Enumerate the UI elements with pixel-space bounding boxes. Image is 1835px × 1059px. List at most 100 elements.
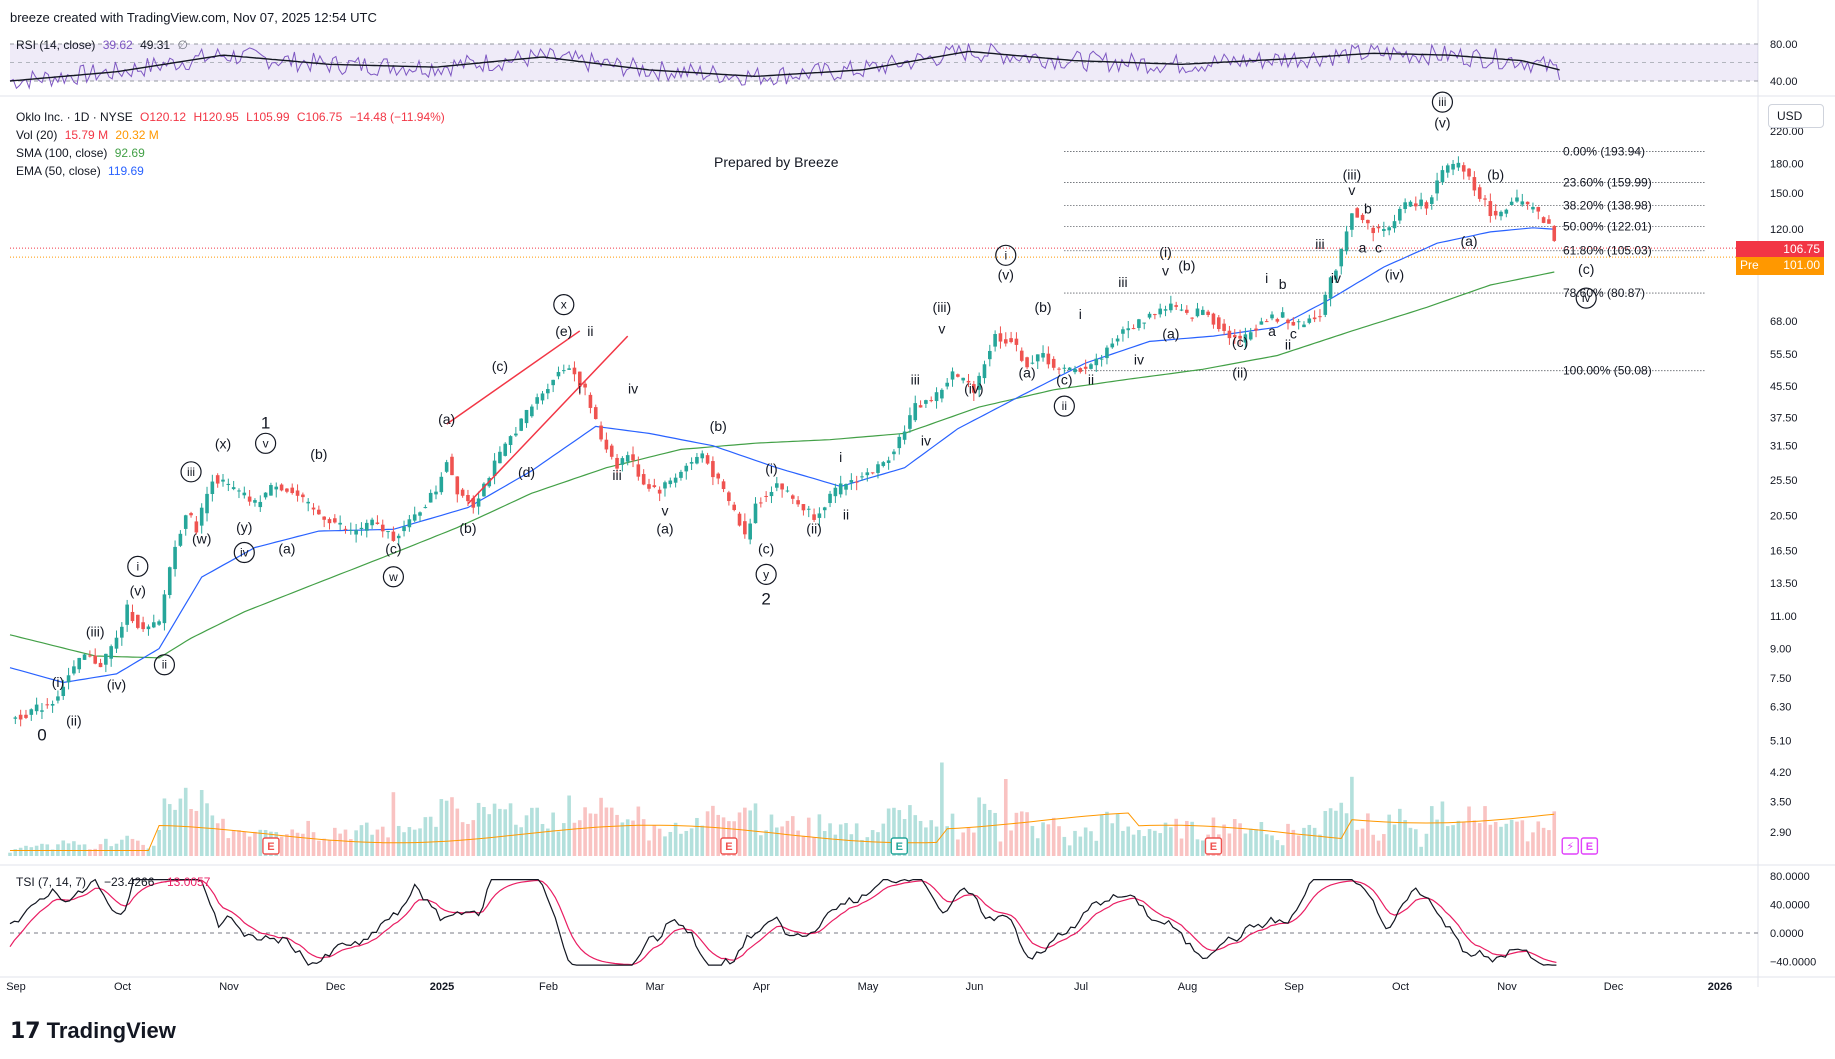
main-legend[interactable]: Oklo Inc. · 1D · NYSE O120.12 H120.95 L1… — [16, 108, 449, 180]
annotation-text[interactable]: Prepared by Breeze — [714, 154, 839, 170]
candle-body — [237, 490, 241, 492]
volume-bar — [790, 816, 795, 856]
candle-body — [876, 464, 880, 473]
candle-body — [253, 500, 257, 503]
candle-body — [737, 513, 742, 526]
candle-body — [1419, 199, 1423, 207]
candle-body — [231, 487, 236, 490]
tradingview-logo[interactable]: 𝟭𝟳 TradingView — [10, 1018, 176, 1044]
candle-body — [721, 481, 726, 490]
volume-bar — [1286, 823, 1290, 856]
volume-bar — [716, 814, 721, 856]
candle-body — [1339, 248, 1344, 267]
candle-body — [157, 621, 161, 625]
volume-bar — [109, 846, 113, 856]
candle-body — [1126, 328, 1131, 331]
candle-body — [450, 456, 454, 476]
volume-bar — [130, 838, 135, 856]
wave-label: (i) — [52, 674, 64, 690]
volume-bar — [844, 823, 848, 856]
volume-bar — [1531, 832, 1535, 856]
wave-label: v — [1348, 182, 1355, 198]
candle-body — [444, 462, 449, 472]
candle-body — [822, 507, 827, 511]
candle-body — [295, 490, 300, 496]
candle-body — [114, 637, 119, 649]
candle-body — [519, 418, 523, 431]
volume-bar — [881, 823, 886, 856]
rsi-value-2: 49.31 — [140, 38, 171, 52]
time-tick-label: Oct — [114, 981, 131, 993]
volume-bar — [1083, 827, 1088, 856]
wave-label: iii — [911, 371, 920, 387]
rsi-ma-line — [9, 50, 1560, 82]
candle-body — [1089, 364, 1093, 369]
wave-label: (c) — [1232, 334, 1248, 350]
candle-body — [918, 405, 923, 408]
earnings-marker-label: E — [1586, 841, 1593, 853]
wave-label: a — [1268, 323, 1276, 339]
volume-bar — [1158, 833, 1162, 856]
candle-body — [1211, 313, 1216, 325]
fib-level-label: 50.00% (122.01) — [1563, 219, 1652, 233]
candle-body — [269, 485, 273, 496]
candle-body — [1408, 201, 1413, 207]
volume-bar — [1499, 826, 1503, 856]
candle-body — [66, 675, 71, 683]
volume-bar — [492, 803, 497, 856]
wave-label: (a) — [438, 411, 455, 427]
vol-value-2: 20.32 M — [115, 128, 159, 142]
volume-bar — [1456, 820, 1461, 856]
volume-bar — [61, 840, 66, 856]
candle-body — [274, 486, 279, 490]
candle-body — [1323, 294, 1328, 315]
candle-body — [530, 406, 534, 417]
ohlc-change: −14.48 (−11.94%) — [349, 110, 445, 124]
wave-label: (iii) — [933, 299, 952, 315]
wave-label: (c) — [1056, 371, 1072, 387]
volume-bar — [1403, 820, 1407, 856]
symbol-info[interactable]: Oklo Inc. · 1D · NYSE — [16, 110, 133, 124]
candle-body — [1435, 180, 1439, 194]
wave-label: (a) — [278, 540, 295, 556]
volume-bar — [386, 837, 390, 856]
volume-bar — [1280, 845, 1285, 856]
fib-level-label: 23.60% (159.99) — [1563, 176, 1652, 190]
empty-set-icon[interactable]: ∅ — [177, 38, 188, 52]
candle-body — [1531, 206, 1535, 210]
wave-label-circle — [255, 432, 277, 454]
candle-body — [125, 604, 129, 625]
candle-body — [556, 371, 561, 377]
candle-body — [1398, 208, 1402, 221]
currency-selector[interactable]: USD — [1768, 104, 1824, 128]
volume-bar — [1248, 828, 1253, 856]
candle-body — [88, 655, 92, 657]
volume-bar — [822, 831, 827, 856]
wave-label: i — [839, 449, 842, 465]
volume-bar — [290, 829, 295, 856]
candle-body — [1232, 335, 1237, 338]
volume-bar — [1307, 824, 1312, 856]
price-tick-label: 13.50 — [1770, 578, 1798, 590]
wave-label: (a) — [1162, 326, 1179, 342]
candle-body — [870, 472, 875, 474]
candle-body — [263, 492, 268, 498]
rsi-legend[interactable]: RSI (14, close) 39.62 49.31 ∅ — [16, 38, 192, 52]
volume-bar — [865, 837, 870, 856]
volume-bar — [1515, 821, 1519, 856]
volume-bar — [1541, 827, 1546, 856]
candle-body — [380, 524, 385, 532]
candle-body — [476, 498, 481, 507]
volume-bar — [1296, 835, 1301, 856]
candle-body — [306, 501, 310, 504]
candle-body — [1520, 201, 1525, 205]
volume-bar — [498, 808, 502, 856]
wave-label: v — [661, 502, 668, 518]
time-tick-label: Feb — [539, 981, 558, 993]
volume-bar — [609, 807, 614, 856]
volume-bar — [1493, 821, 1498, 856]
volume-bar — [66, 843, 71, 856]
wave-label: (c) — [492, 358, 508, 374]
volume-bar — [1232, 819, 1237, 856]
